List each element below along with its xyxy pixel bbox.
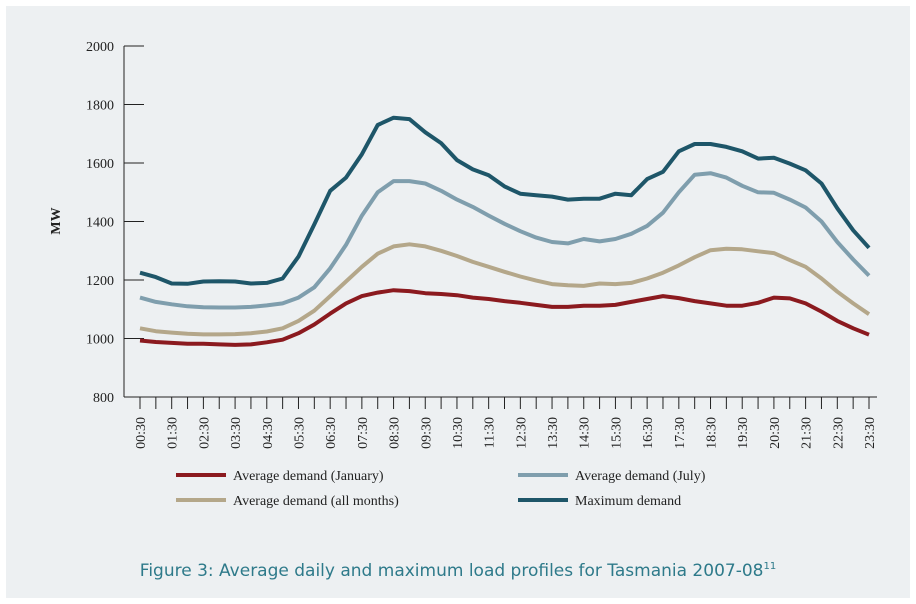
x-tick-label: 17:30 [673,417,688,449]
x-tick-label: 16:30 [641,417,656,449]
legend-label: Average demand (all months) [233,494,399,509]
series-line [139,171,871,310]
x-tick-label: 23:30 [863,417,878,449]
y-tick-label: 1400 [86,216,114,231]
y-tick-label: 2000 [86,40,114,55]
x-tick-label: 19:30 [736,417,751,449]
y-axis-label: MW [49,207,64,234]
x-tick-label: 15:30 [609,417,624,449]
title-note: 11 [763,561,776,572]
y-tick-label: 800 [93,391,114,406]
x-tick-label: 07:30 [356,417,371,449]
panel [6,6,910,598]
x-tick-label: 05:30 [292,417,307,449]
x-tick-label: 08:30 [388,417,403,449]
title-text: Figure 3: Average daily and maximum load… [140,561,764,581]
x-tick-label: 09:30 [419,417,434,449]
x-tick-label: 01:30 [166,417,181,449]
series-line [139,288,870,347]
series-line [139,115,871,286]
chart-title: Figure 3: Average daily and maximum load… [140,561,776,581]
series-line [139,242,871,337]
y-tick-label: 1800 [86,99,114,114]
x-tick-label: 14:30 [578,417,593,449]
x-tick-label: 06:30 [324,417,339,449]
x-tick-label: 10:30 [451,417,466,449]
x-tick-label: 22:30 [831,417,846,449]
legend-label: Maximum demand [575,494,681,509]
y-tick-label: 1200 [86,274,114,289]
x-tick-label: 11:30 [483,417,498,448]
x-tick-label: 21:30 [800,417,815,449]
y-tick-label: 1000 [86,333,114,348]
x-tick-label: 02:30 [197,417,212,449]
legend-label: Average demand (January) [233,469,384,484]
x-tick-label: 18:30 [705,417,720,449]
x-tick-label: 20:30 [768,417,783,449]
x-tick-label: 12:30 [514,417,529,449]
x-tick-label: 00:30 [134,417,149,449]
x-tick-label: 04:30 [261,417,276,449]
y-tick-label: 1600 [86,157,114,172]
legend-label: Average demand (July) [575,469,706,484]
x-tick-label: 13:30 [546,417,561,449]
x-tick-label: 03:30 [229,417,244,449]
